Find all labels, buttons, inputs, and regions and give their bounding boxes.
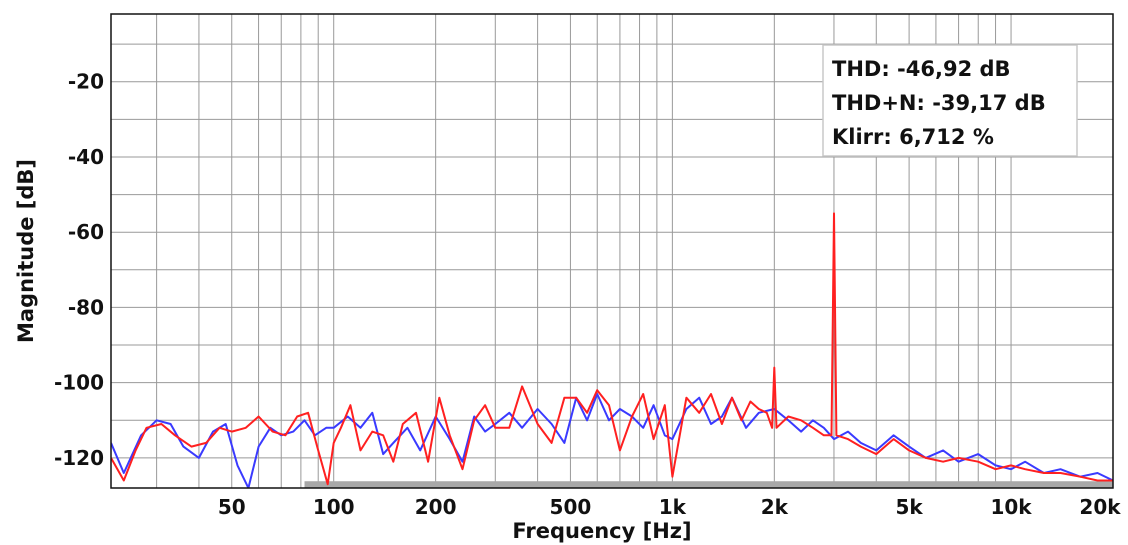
y-tick-label: -100 [54, 371, 104, 395]
stats-box: THD: -46,92 dB THD+N: -39,17 dB Klirr: 6… [822, 44, 1078, 157]
y-tick-label: -80 [68, 295, 104, 319]
series-layer [111, 212, 1113, 488]
x-tick-label: 200 [415, 495, 457, 519]
x-tick-label: 10k [990, 495, 1032, 519]
plot-frame [110, 13, 1114, 489]
y-tick-label: -20 [68, 70, 104, 94]
series-line-1 [111, 212, 1113, 486]
klirr-annotation: Klirr: 6,712 % [832, 125, 994, 149]
x-tick-label: 20k [1079, 495, 1121, 519]
y-tick-label: -40 [68, 145, 104, 169]
x-tick-label: 5k [895, 495, 923, 519]
x-tick-label: 50 [218, 495, 246, 519]
x-tick-label: 2k [761, 495, 789, 519]
noise-floor-band [304, 481, 1114, 488]
y-tick-labels: -20 -40 -60 -80 -100 -120 [54, 70, 104, 470]
stats-box-frame [822, 44, 1078, 157]
thd-n-annotation: THD+N: -39,17 dB [832, 91, 1046, 115]
thd-annotation: THD: -46,92 dB [832, 57, 1011, 81]
y-tick-label: -60 [68, 220, 104, 244]
y-tick-label: -120 [54, 446, 104, 470]
x-tick-labels: 50 100 200 500 1k 2k 5k 10k 20k [218, 495, 1121, 519]
x-axis-title: Frequency [Hz] [512, 519, 691, 543]
y-axis-title: Magnitude [dB] [14, 159, 38, 343]
x-tick-label: 500 [550, 495, 592, 519]
x-tick-label: 1k [659, 495, 687, 519]
noise-band-rect [304, 481, 1114, 488]
x-tick-label: 100 [313, 495, 355, 519]
